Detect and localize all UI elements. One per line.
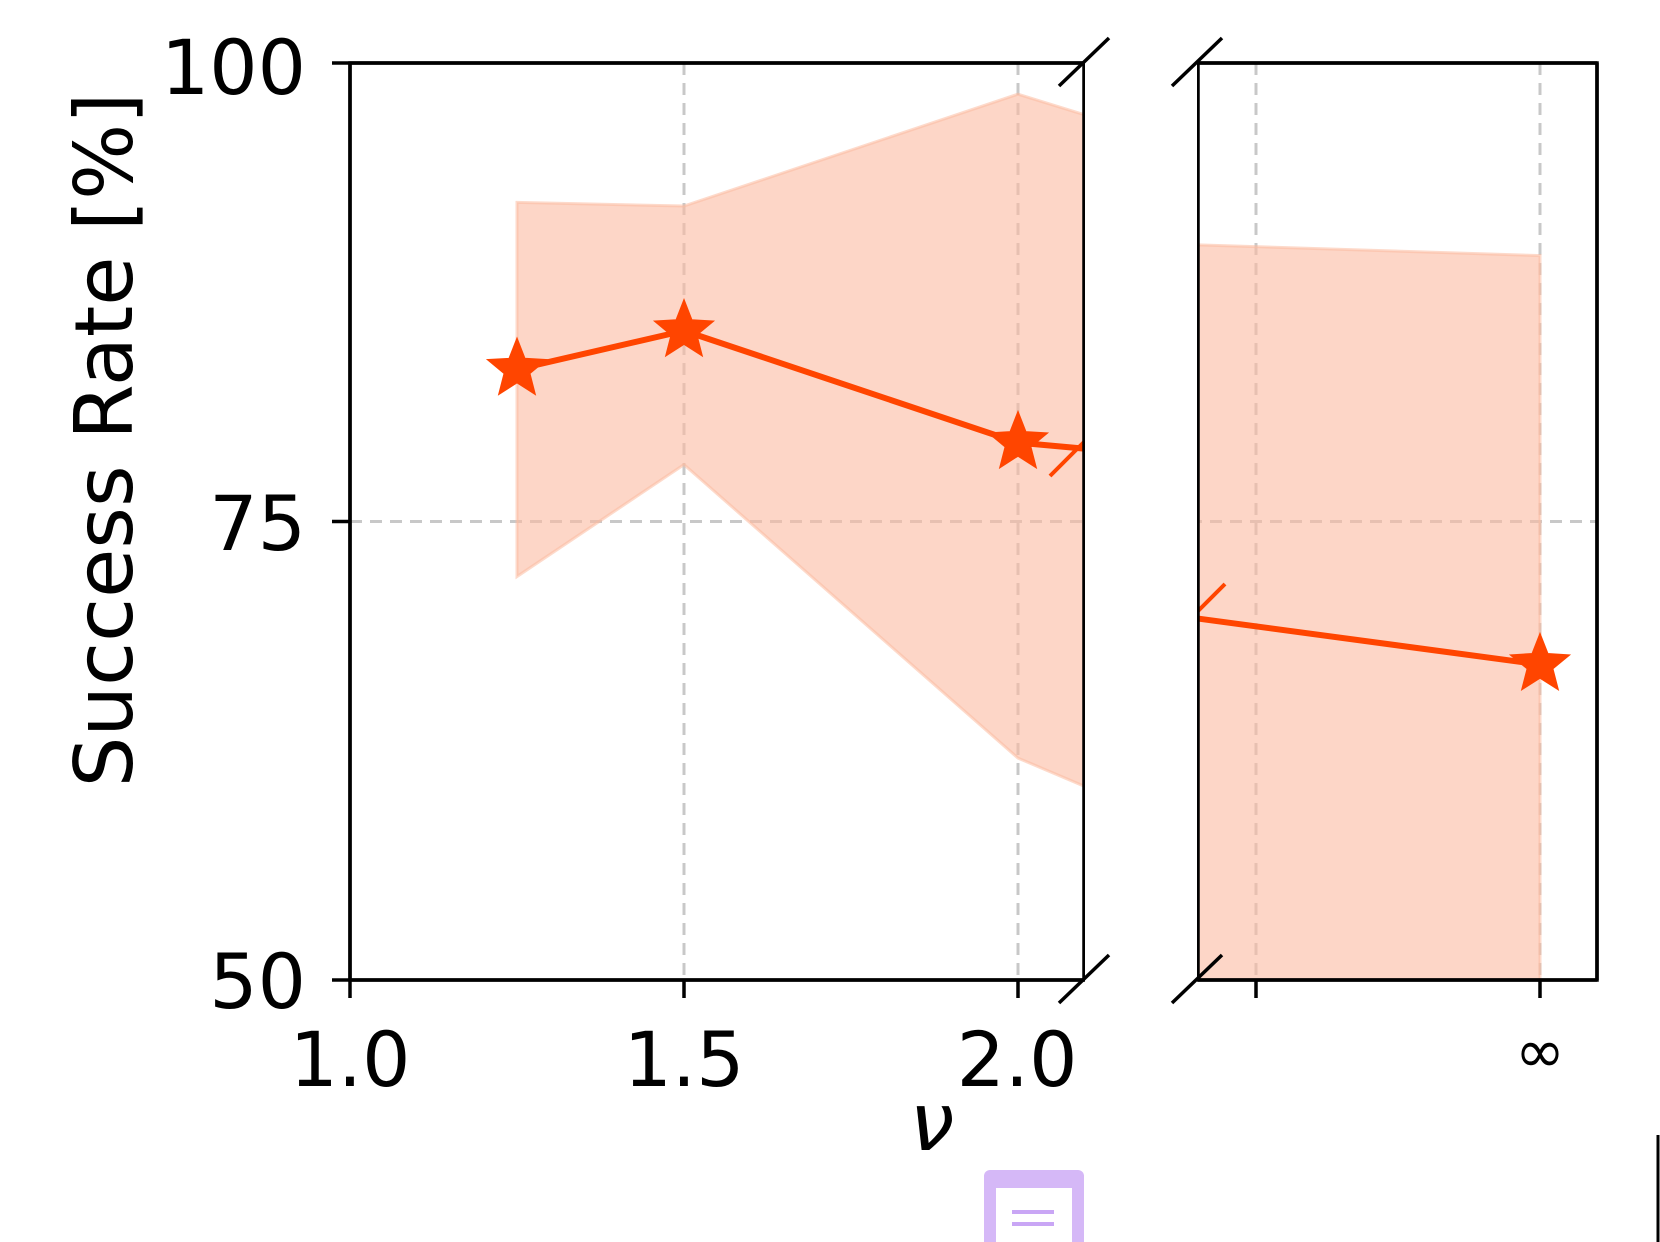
star-marker-1 <box>652 298 716 358</box>
confidence-band <box>515 92 1542 982</box>
series-markers <box>485 298 1572 692</box>
y-axis-label: Success Rate [%] <box>58 93 151 788</box>
series-line-right <box>1197 615 1541 668</box>
confidence-band-right <box>1196 243 1542 982</box>
axis-break-mark-right-top <box>1170 36 1224 88</box>
series-line-left <box>516 327 1085 452</box>
x-tick-label-1-5: 1.5 <box>624 1015 745 1104</box>
star-marker-3 <box>1508 631 1572 692</box>
y-tick-label-100: 100 <box>161 23 306 112</box>
x-axis-label: ν <box>910 1076 955 1169</box>
x-tick-label-1-0: 1.0 <box>290 1015 411 1104</box>
y-tick-label-75: 75 <box>209 479 306 568</box>
axes-gap <box>1085 40 1197 1000</box>
star-marker-0 <box>485 336 549 396</box>
axis-break-mark-left-top <box>1057 36 1111 88</box>
document-icon <box>984 1170 1084 1242</box>
axis-ticks <box>332 61 1542 998</box>
x-tick-label-2-0: 2.0 <box>957 1015 1078 1104</box>
axis-break-mark-right-bottom <box>1170 953 1224 1005</box>
star-marker-2 <box>986 409 1050 470</box>
axis-break-mark-left-bottom <box>1057 953 1111 1005</box>
y-tick-label-50: 50 <box>209 937 306 1026</box>
x-tick-label-infinity: ∞ <box>1515 1017 1565 1087</box>
